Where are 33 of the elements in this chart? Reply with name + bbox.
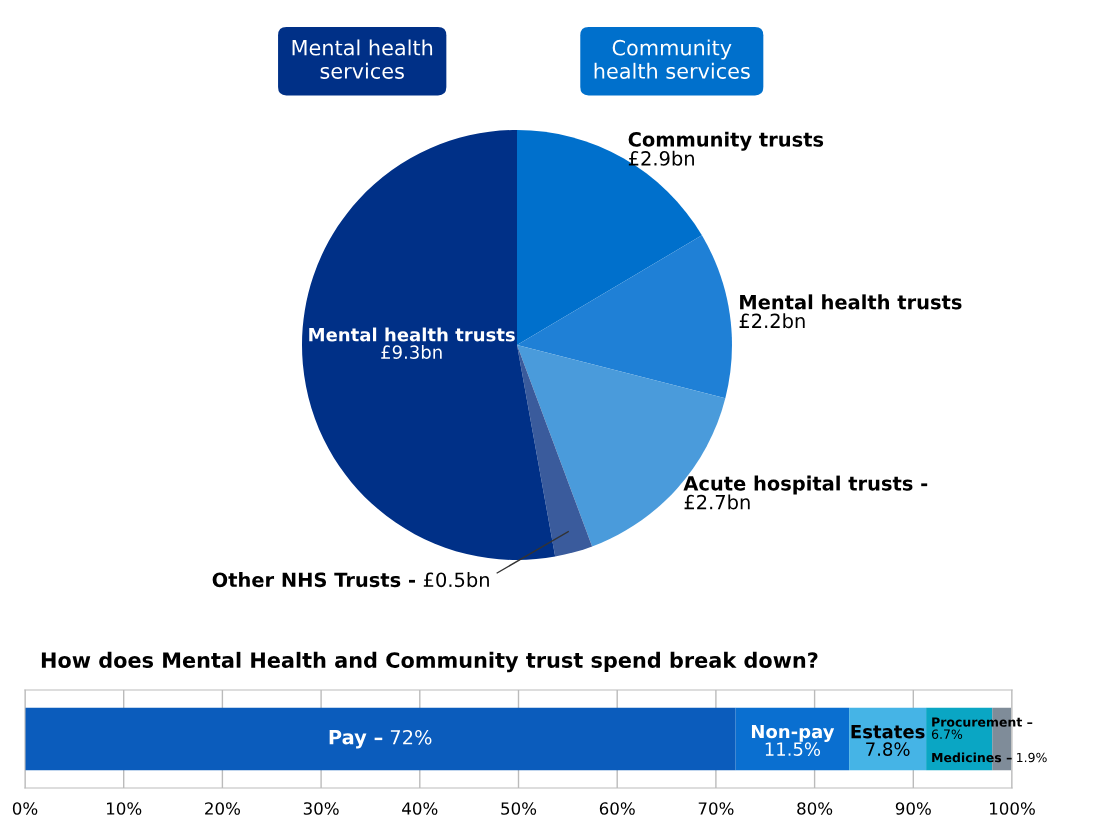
data-label: £2.7bn: [684, 494, 750, 510]
data-label: 7.8%: [866, 742, 910, 756]
data-label: £0.5bn: [423, 572, 489, 588]
data-label: £9.3bn: [381, 345, 442, 359]
x-tick-label: 100%: [990, 802, 1035, 815]
x-tick-label: 10%: [107, 802, 142, 815]
slice-label: Mental health trusts: [309, 327, 515, 342]
data-label: 6.7%: [931, 729, 963, 739]
series-label: Estates: [851, 725, 925, 739]
series-label: Non-pay: [751, 724, 835, 742]
data-label: £2.9bn: [628, 150, 694, 166]
data-label: 72%: [390, 729, 432, 745]
x-tick-label: 50%: [501, 802, 537, 815]
x-tick-label: 40%: [402, 802, 438, 815]
text: Mental health services: [292, 39, 433, 79]
text: Community health services: [594, 39, 750, 79]
bar: [25, 707, 736, 771]
data-label: £2.2bn: [739, 313, 805, 329]
x-tick-label: 70%: [698, 802, 734, 815]
series-label: Pay –: [329, 730, 383, 749]
chart-title: How does Mental Health and Community trust spend break down?: [41, 651, 818, 673]
x-tick-label: 80%: [797, 802, 833, 815]
data-label: 1.9%: [1017, 752, 1047, 763]
slice-label: Other NHS Trusts -: [212, 572, 415, 588]
x-tick-label: 60%: [599, 802, 635, 815]
slice-label: Community trusts: [628, 131, 824, 151]
x-tick-label: 0%: [12, 802, 38, 815]
x-tick-label: 30%: [303, 802, 339, 815]
data-label: 11.5%: [765, 742, 821, 756]
slice-label: Mental health trusts: [740, 294, 962, 310]
x-tick-label: 20%: [205, 802, 240, 815]
x-tick-label: 90%: [895, 802, 931, 815]
slice-label: Acute hospital trusts -: [683, 475, 928, 495]
